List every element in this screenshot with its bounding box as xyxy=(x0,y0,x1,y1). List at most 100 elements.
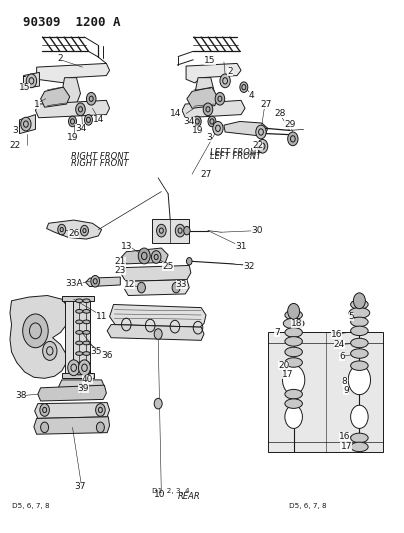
Text: 28: 28 xyxy=(274,109,285,118)
Polygon shape xyxy=(23,72,40,88)
Ellipse shape xyxy=(351,326,368,336)
Polygon shape xyxy=(65,299,72,378)
Circle shape xyxy=(154,329,162,340)
Ellipse shape xyxy=(351,300,368,309)
Ellipse shape xyxy=(349,308,370,318)
Text: 11: 11 xyxy=(96,312,107,321)
Text: 20: 20 xyxy=(278,361,289,370)
Text: 2: 2 xyxy=(58,54,63,63)
Circle shape xyxy=(288,132,298,146)
Circle shape xyxy=(257,140,268,153)
Circle shape xyxy=(76,103,85,116)
Text: 29: 29 xyxy=(284,119,295,128)
Text: 34: 34 xyxy=(75,124,86,133)
Text: 22: 22 xyxy=(252,141,263,150)
Ellipse shape xyxy=(285,337,303,346)
Circle shape xyxy=(354,293,365,309)
Circle shape xyxy=(154,398,162,409)
Ellipse shape xyxy=(285,399,303,408)
Polygon shape xyxy=(46,220,101,239)
Ellipse shape xyxy=(83,330,90,334)
Circle shape xyxy=(137,282,145,293)
Text: 34: 34 xyxy=(183,117,195,126)
Ellipse shape xyxy=(83,362,90,366)
Polygon shape xyxy=(109,304,206,327)
Text: 33: 33 xyxy=(175,280,187,289)
Text: 16: 16 xyxy=(331,329,343,338)
Polygon shape xyxy=(124,280,189,295)
Ellipse shape xyxy=(285,358,303,367)
Text: 15: 15 xyxy=(19,83,30,92)
Text: 19: 19 xyxy=(67,133,78,142)
Circle shape xyxy=(203,103,213,116)
Ellipse shape xyxy=(285,390,303,399)
Circle shape xyxy=(288,303,300,319)
Polygon shape xyxy=(19,115,36,134)
Text: RIGHT FRONT: RIGHT FRONT xyxy=(71,159,128,168)
Circle shape xyxy=(40,403,49,416)
Text: 5: 5 xyxy=(349,312,354,321)
Polygon shape xyxy=(36,100,109,118)
Text: 2: 2 xyxy=(227,67,233,76)
Text: 27: 27 xyxy=(260,100,271,109)
Ellipse shape xyxy=(83,341,90,345)
Circle shape xyxy=(86,92,96,105)
Ellipse shape xyxy=(285,328,303,337)
Circle shape xyxy=(215,92,225,105)
Circle shape xyxy=(152,251,161,263)
Text: 3: 3 xyxy=(206,133,212,142)
Text: 1: 1 xyxy=(34,100,40,109)
Text: 37: 37 xyxy=(75,482,86,491)
Ellipse shape xyxy=(285,347,303,357)
Polygon shape xyxy=(107,325,204,341)
Polygon shape xyxy=(38,385,106,401)
Ellipse shape xyxy=(76,352,83,356)
Polygon shape xyxy=(41,87,70,107)
Ellipse shape xyxy=(283,318,304,329)
Text: 17: 17 xyxy=(282,370,293,379)
Polygon shape xyxy=(122,248,168,264)
Circle shape xyxy=(351,405,368,429)
Ellipse shape xyxy=(351,349,368,358)
Polygon shape xyxy=(224,122,268,136)
Polygon shape xyxy=(72,299,90,378)
Polygon shape xyxy=(37,63,109,83)
Circle shape xyxy=(41,422,48,433)
Text: 4: 4 xyxy=(249,91,255,100)
Text: 7: 7 xyxy=(274,328,280,337)
Circle shape xyxy=(21,117,31,131)
Text: 21: 21 xyxy=(115,257,126,266)
Circle shape xyxy=(138,248,150,264)
Text: 38: 38 xyxy=(15,391,26,400)
Ellipse shape xyxy=(76,310,83,313)
Polygon shape xyxy=(187,87,218,108)
Text: 8: 8 xyxy=(342,377,347,386)
Circle shape xyxy=(348,365,370,394)
Ellipse shape xyxy=(351,338,368,348)
Ellipse shape xyxy=(83,371,90,375)
Ellipse shape xyxy=(285,310,303,320)
Text: 32: 32 xyxy=(243,262,255,271)
Ellipse shape xyxy=(351,433,368,443)
Ellipse shape xyxy=(351,317,368,327)
Text: 27: 27 xyxy=(200,169,212,179)
Circle shape xyxy=(96,403,105,416)
Polygon shape xyxy=(186,63,241,83)
Text: 13: 13 xyxy=(120,242,132,251)
Text: 16: 16 xyxy=(339,432,350,441)
Text: 18: 18 xyxy=(291,319,303,328)
Text: D1, 2, 3, 4: D1, 2, 3, 4 xyxy=(152,488,190,494)
Text: 14: 14 xyxy=(170,109,182,118)
Ellipse shape xyxy=(76,371,83,375)
Ellipse shape xyxy=(351,442,368,451)
Text: 36: 36 xyxy=(101,351,113,360)
Ellipse shape xyxy=(351,361,368,370)
Text: 90309  1200 A: 90309 1200 A xyxy=(23,16,120,29)
Polygon shape xyxy=(195,78,215,104)
Circle shape xyxy=(91,276,100,287)
Text: 33A: 33A xyxy=(65,279,82,288)
Ellipse shape xyxy=(76,330,83,334)
Text: 22: 22 xyxy=(9,141,20,150)
Text: D5, 6, 7, 8: D5, 6, 7, 8 xyxy=(12,503,49,509)
Text: 39: 39 xyxy=(78,384,89,393)
